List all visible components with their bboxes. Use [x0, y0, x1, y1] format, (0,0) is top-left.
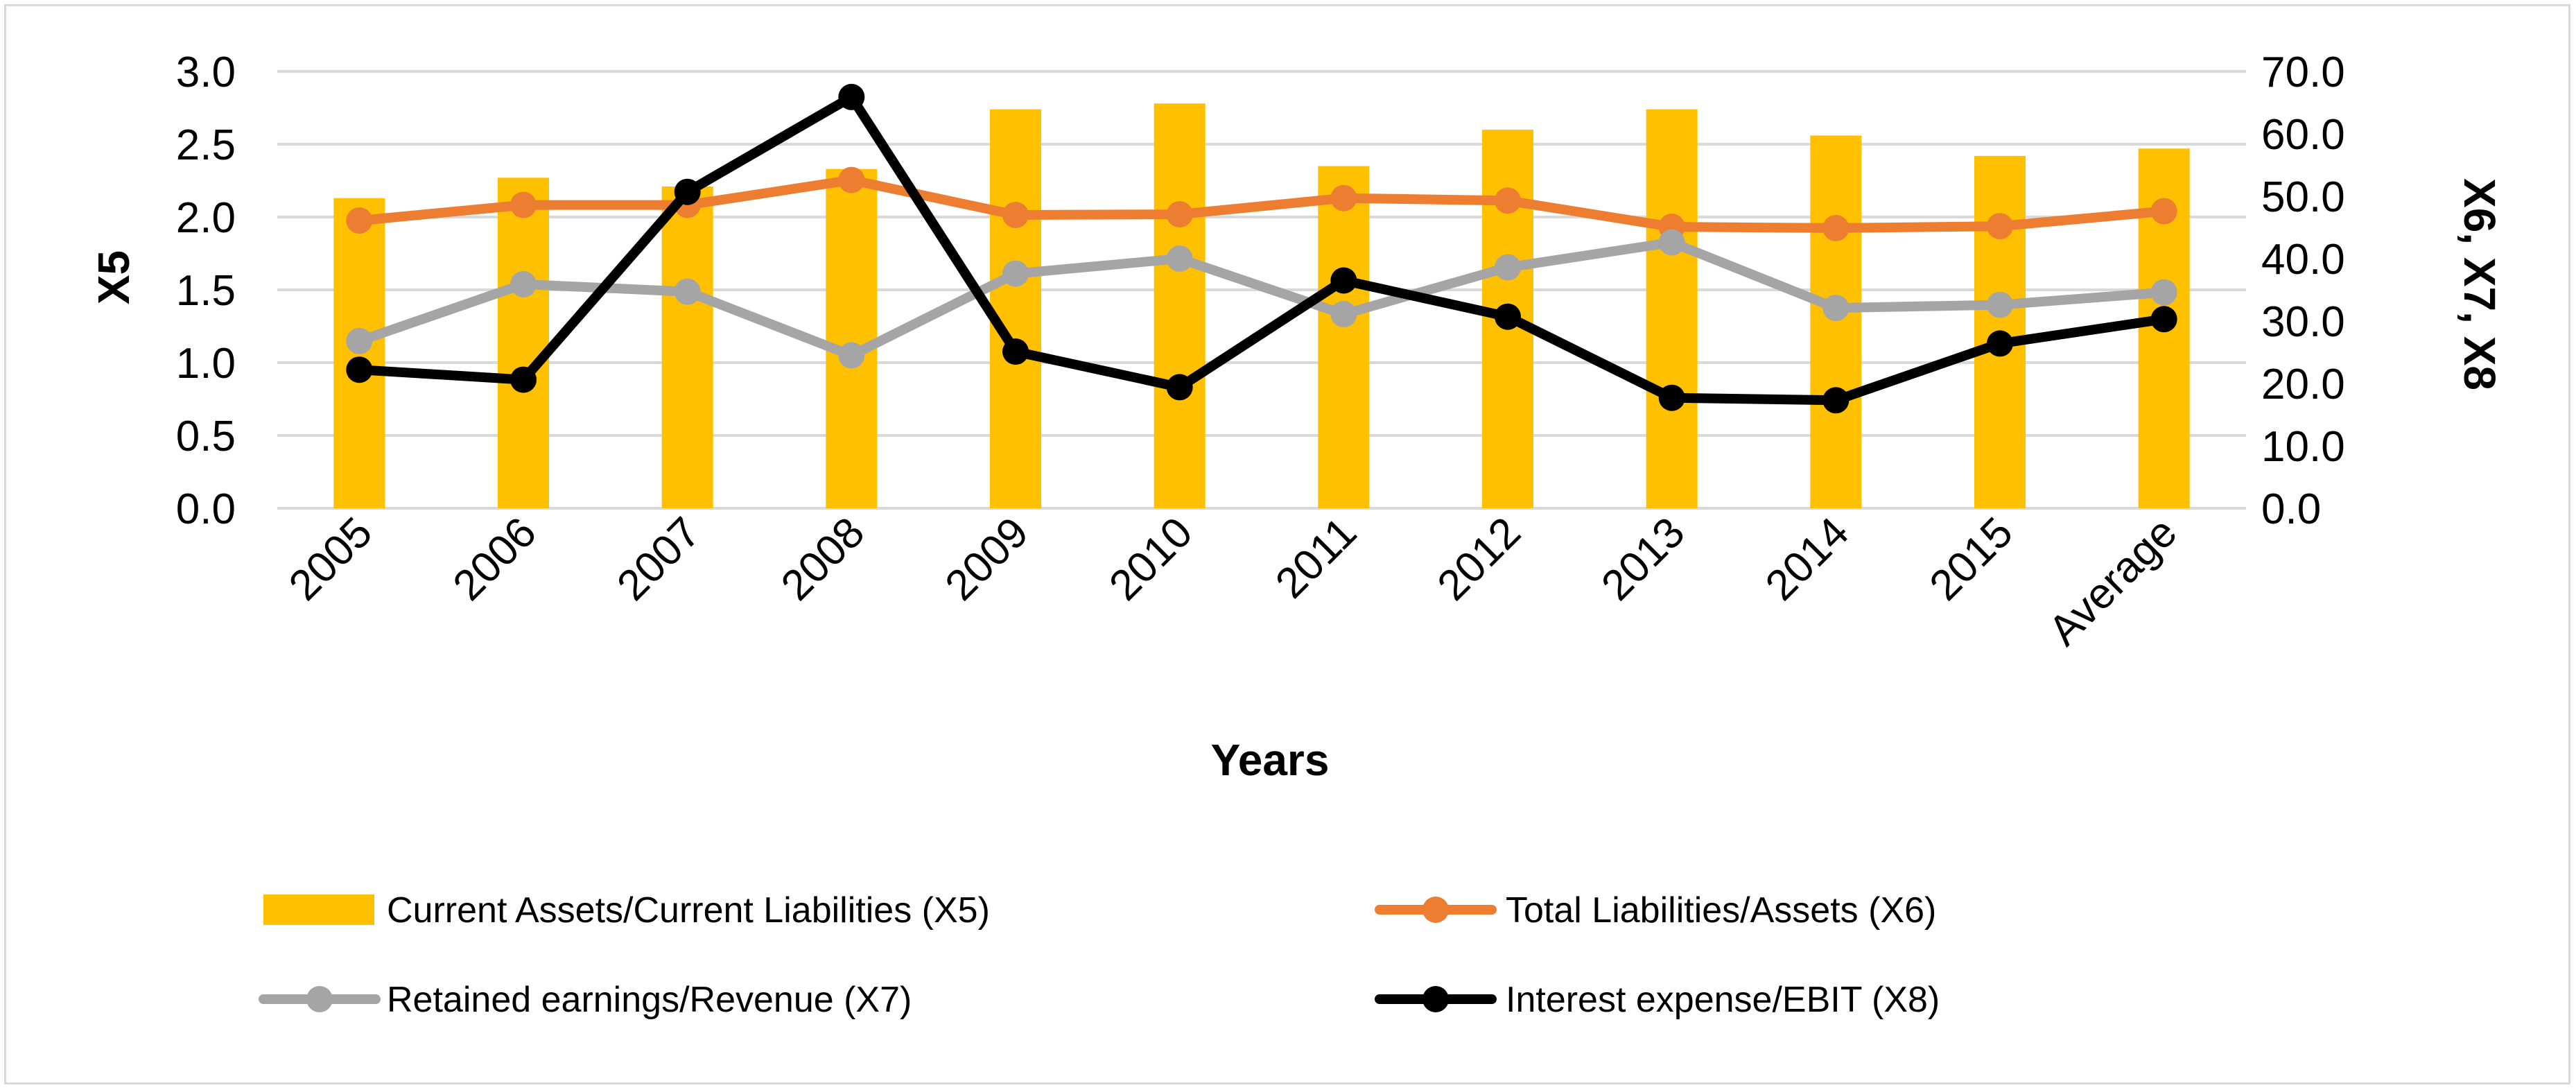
- data-point: [1166, 201, 1193, 228]
- data-point: [674, 278, 701, 305]
- legend-marker: [306, 986, 333, 1012]
- legend-label: Total Liabilities/Assets (X6): [1506, 890, 1936, 931]
- right-axis-ticks: 0.0 10.0 20.0 30.0 40.0 50.0 60.0 70.0: [2261, 49, 2345, 533]
- data-point: [838, 83, 865, 110]
- legend-item: Retained earnings/Revenue (X7): [259, 980, 912, 1020]
- data-point: [2150, 306, 2177, 333]
- left-tick-label: 2.5: [176, 121, 236, 169]
- legend: Current Assets/Current Liabilities (X5) T…: [259, 890, 1940, 1020]
- data-point: [510, 366, 537, 393]
- data-point: [1166, 374, 1193, 401]
- x-tick-label: Average: [2039, 508, 2186, 655]
- data-point: [1822, 214, 1850, 241]
- x-axis-title: Years: [1211, 735, 1330, 785]
- right-tick-label: 70.0: [2261, 49, 2345, 96]
- x-tick-label: 2005: [280, 508, 381, 609]
- right-tick-label: 20.0: [2261, 361, 2345, 408]
- data-point: [1822, 295, 1850, 322]
- data-point: [1822, 387, 1850, 414]
- bar-series: [333, 103, 2190, 509]
- series-line: [354, 92, 2169, 406]
- right-tick-label: 60.0: [2261, 111, 2345, 159]
- bar: [1810, 135, 1862, 508]
- legend-swatch: [263, 894, 374, 925]
- bar: [498, 178, 549, 508]
- data-point: [510, 270, 537, 297]
- left-tick-label: 0.5: [176, 413, 236, 460]
- legend-label: Current Assets/Current Liabilities (X5): [387, 890, 990, 931]
- x-axis-ticks: 2005 2006 2007 2008 2009 2010 2011 2012 2013 2014…: [280, 508, 2186, 655]
- data-point: [2150, 279, 2177, 306]
- legend-marker: [1422, 986, 1449, 1012]
- data-point: [510, 191, 537, 218]
- data-point: [346, 207, 373, 234]
- data-point: [1495, 254, 1521, 281]
- legend-item: Total Liabilities/Assets (X6): [1375, 890, 1936, 931]
- x-tick-label: 2008: [772, 508, 873, 609]
- legend-item: Current Assets/Current Liabilities (X5): [263, 890, 990, 931]
- data-point: [838, 342, 865, 369]
- x-tick-label: 2011: [1267, 508, 1366, 607]
- legend-label: Interest expense/EBIT (X8): [1506, 980, 1940, 1020]
- line-series: [346, 83, 2177, 414]
- legend-marker: [1422, 897, 1449, 923]
- x-tick-label: 2009: [937, 508, 1038, 609]
- right-tick-label: 30.0: [2261, 298, 2345, 346]
- left-tick-label: 1.5: [176, 267, 236, 315]
- data-point: [2150, 198, 2177, 225]
- data-point: [1166, 245, 1193, 272]
- bar: [1154, 103, 1206, 508]
- right-tick-label: 50.0: [2261, 173, 2345, 221]
- data-point: [1658, 384, 1685, 411]
- data-point: [1002, 260, 1029, 287]
- x-tick-label: 2006: [444, 508, 546, 609]
- bar: [826, 168, 878, 508]
- x-tick-label: 2013: [1592, 508, 1694, 609]
- x-tick-label: 2012: [1429, 508, 1530, 609]
- data-point: [1987, 291, 2013, 318]
- data-point: [1330, 267, 1357, 294]
- right-axis-title: X6, X7, X8: [2455, 178, 2505, 390]
- bar: [1646, 109, 1698, 509]
- right-tick-label: 10.0: [2261, 423, 2345, 471]
- x-tick-label: 2015: [1921, 508, 2022, 609]
- data-point: [346, 327, 373, 354]
- data-point: [1002, 338, 1029, 365]
- data-point: [1330, 301, 1357, 328]
- left-tick-label: 2.0: [176, 194, 236, 242]
- series-line: [354, 175, 2169, 233]
- data-point: [1987, 213, 2013, 240]
- data-point: [674, 178, 701, 205]
- data-point: [838, 166, 865, 193]
- gridlines: [277, 70, 2246, 510]
- left-axis-ticks: 0.0 0.5 1.0 1.5 2.0 2.5 3.0: [176, 49, 236, 533]
- x-tick-label: 2007: [608, 508, 709, 609]
- data-point: [1330, 184, 1357, 211]
- legend-item: Interest expense/EBIT (X8): [1375, 980, 1940, 1020]
- data-point: [1658, 229, 1685, 256]
- bar: [990, 109, 1041, 509]
- data-point: [346, 356, 373, 383]
- data-point: [1495, 303, 1521, 330]
- left-axis-title: X5: [89, 250, 139, 304]
- series-line: [354, 237, 2169, 361]
- legend-label: Retained earnings/Revenue (X7): [387, 980, 912, 1020]
- right-tick-label: 40.0: [2261, 236, 2345, 284]
- data-point: [1987, 330, 2013, 357]
- bar: [1318, 166, 1370, 508]
- x-tick-label: 2014: [1757, 508, 1858, 609]
- data-point: [1002, 202, 1029, 228]
- bar: [661, 186, 713, 508]
- left-tick-label: 3.0: [176, 49, 236, 96]
- right-tick-label: 0.0: [2261, 485, 2321, 533]
- data-point: [1495, 187, 1521, 214]
- x-tick-label: 2010: [1100, 508, 1201, 609]
- left-tick-label: 0.0: [176, 485, 236, 533]
- left-tick-label: 1.0: [176, 340, 236, 388]
